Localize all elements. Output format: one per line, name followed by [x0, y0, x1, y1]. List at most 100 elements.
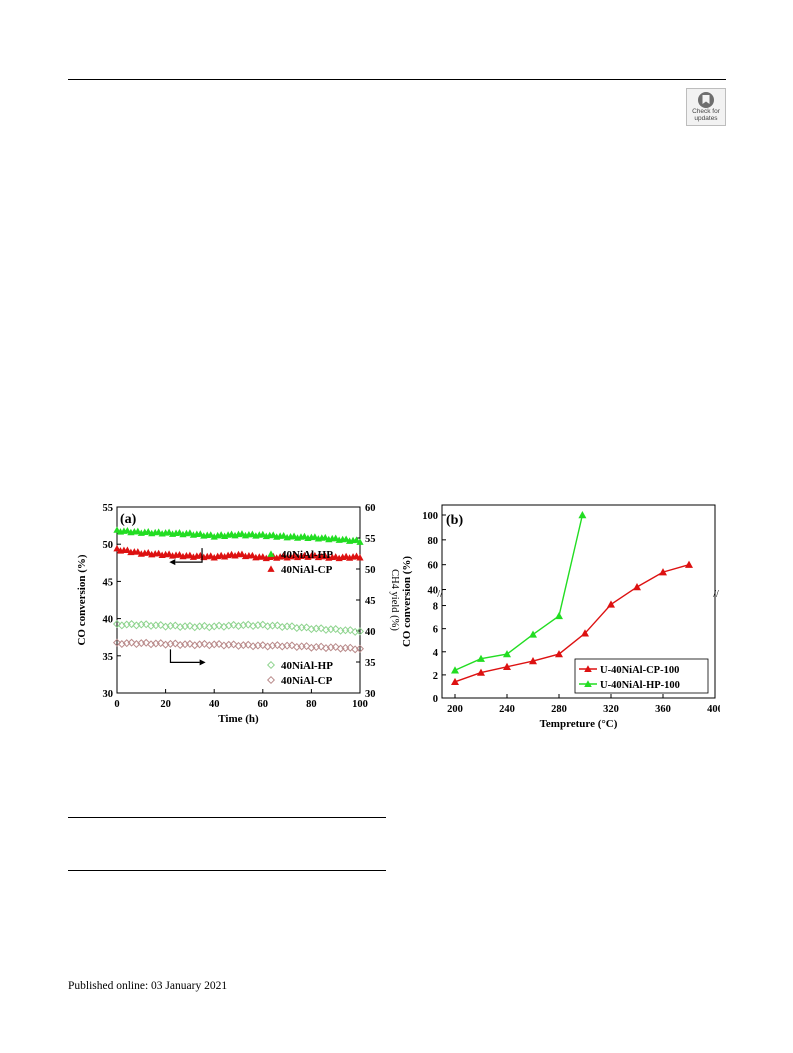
data-point-a: [342, 535, 350, 542]
plot-frame-b: [441, 504, 716, 699]
y-tick-label-b: 0: [433, 694, 438, 705]
data-point-a: [112, 620, 122, 629]
left-axis-arrow-a: [169, 548, 203, 566]
y-tick-label-b: 60: [428, 561, 439, 572]
data-point-a: [331, 625, 340, 634]
data-point-b: [555, 650, 563, 658]
data-point-b: [633, 583, 641, 591]
data-point-a: [229, 620, 238, 629]
series-b-0: [451, 560, 693, 686]
series-b-1: [451, 511, 587, 674]
axis-break-mark-b: //: [437, 589, 443, 600]
y-tick-label-b: 40: [428, 586, 439, 597]
data-point-a: [273, 621, 282, 630]
x-tick-label-a: 0: [114, 699, 119, 710]
data-point-a: [258, 641, 267, 650]
footnote-rule-2: [68, 870, 386, 871]
y-tick-label-a: 50: [103, 540, 114, 551]
y-tick-label-a: 35: [103, 652, 114, 663]
y-axis-title-a: CO conversion (%): [76, 554, 88, 645]
data-point-b: [529, 657, 537, 665]
y-tick-label-b: 6: [433, 625, 438, 636]
data-point-a: [207, 531, 215, 538]
data-point-a: [332, 534, 340, 541]
legend-marker-a: [267, 550, 275, 557]
data-point-b: [659, 568, 667, 576]
data-point-a: [287, 622, 296, 631]
y2-tick-label-a: 45: [365, 596, 376, 607]
y-tick-label-b: 2: [433, 671, 438, 682]
data-point-a: [142, 620, 151, 629]
arrow-line-a: [169, 649, 200, 663]
data-point-a: [185, 639, 194, 648]
y-axis-title-b: CO conversion (%): [401, 556, 413, 647]
data-point-a: [302, 642, 311, 651]
legend-marker-a: [266, 675, 276, 685]
data-point-b: [581, 629, 589, 637]
data-point-a: [258, 620, 267, 629]
series-a-0: [113, 526, 364, 545]
y2-tick-label-a: 30: [365, 689, 376, 700]
data-point-a: [215, 621, 224, 630]
y-tick-label-b: 100: [422, 511, 438, 522]
x-tick-label-a: 20: [160, 699, 171, 710]
axis-break-mark-b: //: [713, 589, 719, 600]
data-point-a: [142, 638, 151, 647]
legend-lower-a: 40NiAl-HP 40NiAl-CP: [266, 660, 333, 687]
data-point-b: [477, 654, 485, 662]
y2-tick-label-a: 60: [365, 503, 376, 514]
badge-line1: Check for: [692, 108, 720, 115]
series-a-2: [112, 620, 365, 636]
chart-a: 0 20 40 60 80 10030354045505530354045505560Ti…: [76, 503, 400, 725]
legend-label-b: U-40NiAl-CP-100: [600, 665, 679, 676]
x-tick-label-b: 200: [447, 704, 463, 715]
data-point-a: [127, 620, 136, 629]
data-point-a: [352, 536, 361, 543]
arrow-head-a: [199, 659, 206, 666]
data-point-a: [346, 643, 355, 652]
data-point-a: [248, 551, 256, 559]
x-axis-title-a: Time (h): [218, 713, 259, 725]
data-point-a: [273, 641, 282, 650]
y2-tick-label-a: 50: [365, 565, 376, 576]
legend-box-b: [574, 658, 709, 694]
check-for-updates-badge[interactable]: Check for updates: [686, 88, 726, 126]
header-rule: [68, 79, 726, 80]
legend-b: U-40NiAl-CP-100 U-40NiAl-HP-100: [574, 658, 709, 694]
data-point-b: [685, 560, 693, 568]
data-point-a: [331, 642, 340, 652]
data-point-b: [451, 677, 459, 686]
data-point-a: [171, 621, 180, 630]
data-point-a: [171, 639, 180, 648]
badge-label: Check for updates: [687, 108, 725, 122]
y-tick-label-b: 8: [433, 602, 438, 613]
y-tick-label-a: 45: [103, 577, 114, 588]
data-point-a: [356, 553, 364, 561]
data-point-a: [134, 548, 142, 555]
data-point-b: [477, 668, 485, 676]
data-point-a: [156, 639, 165, 648]
series-a-1: [113, 544, 364, 562]
data-point-a: [186, 529, 194, 536]
data-point-b: [607, 600, 615, 608]
x-tick-label-a: 100: [352, 699, 368, 710]
y-tick-label-a: 40: [103, 615, 114, 626]
data-point-a: [200, 639, 209, 648]
bookmark-icon: [698, 92, 714, 108]
y-tick-label-a: 30: [103, 689, 114, 700]
figure: 0 20 40 60 80 10030354045505530354045505560Ti…: [76, 503, 720, 730]
legend-label-a: 40NiAl-CP: [281, 564, 333, 576]
data-point-b: [503, 662, 511, 670]
y2-tick-label-a: 35: [365, 658, 376, 669]
y2-tick-label-a: 55: [365, 534, 376, 545]
data-point-b: [503, 650, 511, 658]
x-tick-label-a: 60: [258, 699, 269, 710]
data-point-a: [238, 550, 246, 558]
legend-marker-a: [267, 565, 275, 572]
y2-axis-title-a: CH4 yield (%): [389, 569, 400, 631]
data-point-a: [317, 624, 326, 633]
x-tick-label-a: 80: [306, 699, 317, 710]
panel-label-a: (a): [120, 512, 137, 527]
right-axis-arrow-a: [169, 649, 206, 666]
data-point-b: [451, 666, 459, 674]
